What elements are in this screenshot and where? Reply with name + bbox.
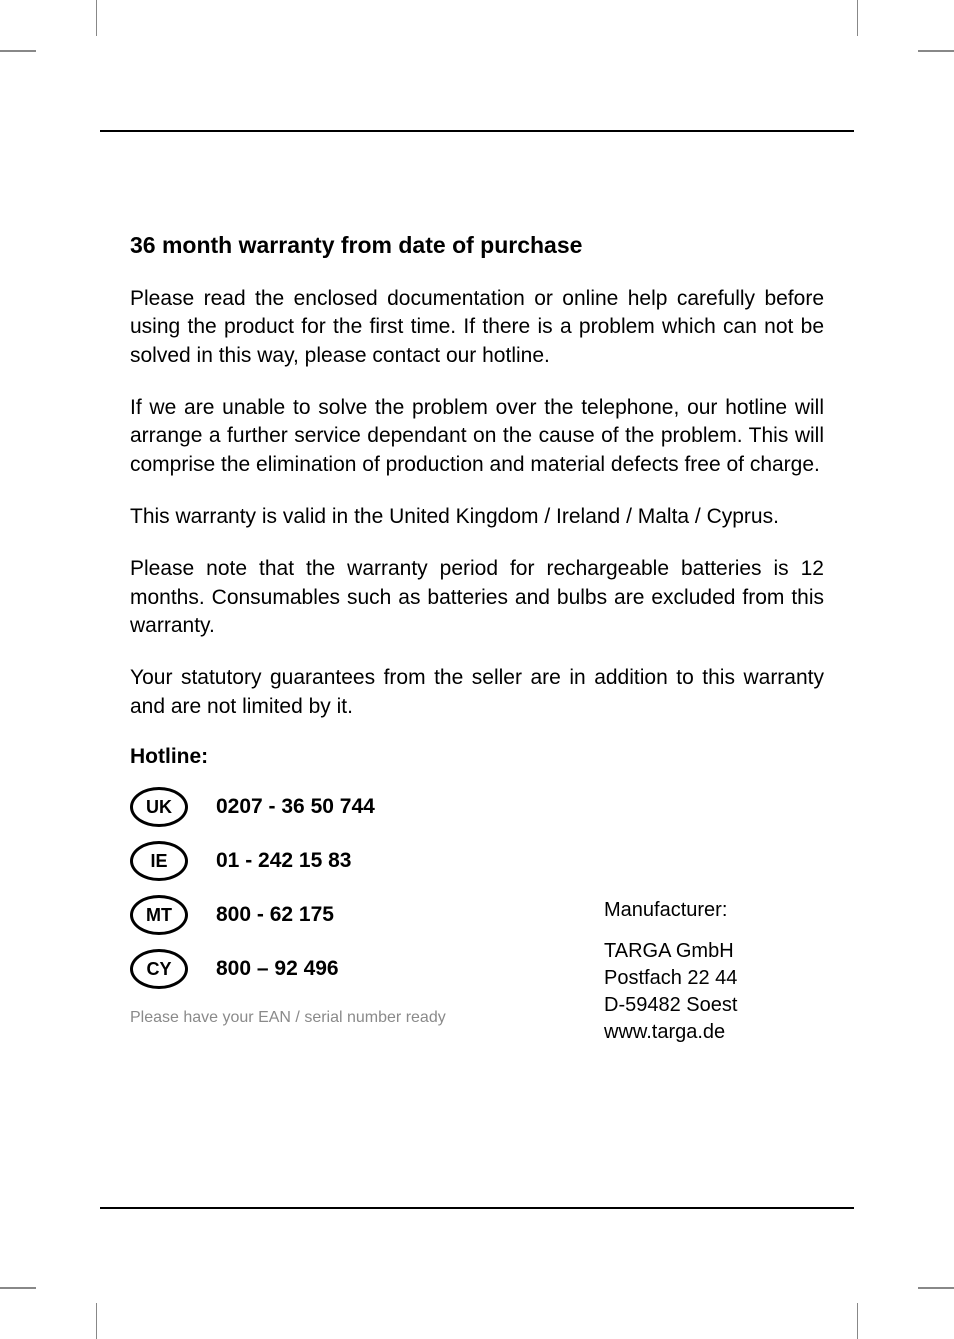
manufacturer-label: Manufacturer:	[604, 897, 824, 924]
divider-bottom	[100, 1207, 854, 1209]
manufacturer-website: www.targa.de	[604, 1019, 824, 1046]
hotline-label: Hotline:	[130, 745, 824, 769]
paragraph: This warranty is valid in the United Kin…	[130, 503, 824, 531]
phone-number: 01 - 242 15 83	[216, 849, 351, 873]
content-frame: 36 month warranty from date of purchase …	[100, 130, 854, 1209]
hotlines-column: UK 0207 - 36 50 744 IE 01 - 242 15 83 MT…	[130, 787, 604, 1027]
hotline-row-ie: IE 01 - 242 15 83	[130, 841, 604, 881]
crop-mark	[96, 1303, 97, 1339]
crop-mark	[918, 50, 954, 52]
phone-number: 800 - 62 175	[216, 903, 334, 927]
phone-number: 800 – 92 496	[216, 957, 339, 981]
paragraph: Your statutory guarantees from the selle…	[130, 664, 824, 721]
crop-mark	[0, 50, 36, 52]
bottom-columns: UK 0207 - 36 50 744 IE 01 - 242 15 83 MT…	[130, 787, 824, 1046]
country-oval-icon: UK	[130, 787, 188, 827]
page: 36 month warranty from date of purchase …	[0, 0, 954, 1339]
hotline-row-mt: MT 800 - 62 175	[130, 895, 604, 935]
crop-mark	[96, 0, 97, 36]
paragraph: If we are unable to solve the problem ov…	[130, 394, 824, 479]
hotline-row-uk: UK 0207 - 36 50 744	[130, 787, 604, 827]
country-oval-icon: MT	[130, 895, 188, 935]
phone-number: 0207 - 36 50 744	[216, 795, 375, 819]
paragraph: Please read the enclosed documentation o…	[130, 285, 824, 370]
country-oval-icon: CY	[130, 949, 188, 989]
body-area: 36 month warranty from date of purchase …	[100, 132, 854, 1046]
hotline-row-cy: CY 800 – 92 496	[130, 949, 604, 989]
manufacturer-column: Manufacturer: TARGA GmbH Postfach 22 44 …	[604, 787, 824, 1046]
warranty-title: 36 month warranty from date of purchase	[130, 232, 824, 259]
ean-footnote: Please have your EAN / serial number rea…	[130, 1009, 604, 1027]
manufacturer-address: D-59482 Soest	[604, 992, 824, 1019]
paragraph: Please note that the warranty period for…	[130, 555, 824, 640]
manufacturer-pobox: Postfach 22 44	[604, 965, 824, 992]
crop-mark	[857, 0, 858, 36]
crop-mark	[0, 1287, 36, 1289]
crop-mark	[918, 1287, 954, 1289]
manufacturer-name: TARGA GmbH	[604, 938, 824, 965]
crop-mark	[857, 1303, 858, 1339]
country-oval-icon: IE	[130, 841, 188, 881]
